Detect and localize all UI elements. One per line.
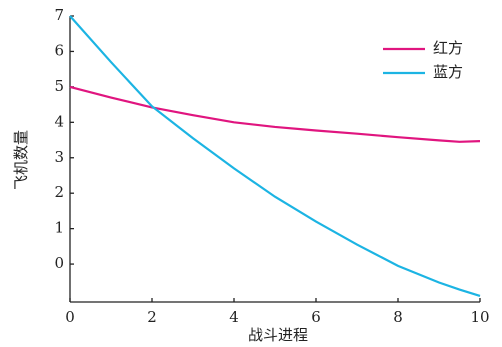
x-tick-label: 10 <box>470 308 489 326</box>
legend-label: 蓝方 <box>433 63 463 81</box>
x-tick-label: 2 <box>147 308 157 326</box>
y-tick-label: 5 <box>54 77 64 95</box>
line-series <box>69 85 481 143</box>
line-series <box>69 15 481 298</box>
legend-label: 红方 <box>433 39 463 57</box>
x-tick-label: 0 <box>65 308 75 326</box>
y-tick-label: 1 <box>54 219 64 237</box>
x-tick-label: 4 <box>229 308 239 326</box>
y-tick-label: 2 <box>54 183 64 201</box>
y-axis-label: 飞机数量 <box>12 130 30 190</box>
y-tick-label: 3 <box>54 148 64 166</box>
x-tick-label: 6 <box>311 308 321 326</box>
x-tick-label: 8 <box>393 308 403 326</box>
y-tick-label: 4 <box>54 112 64 130</box>
x-axis-label: 战斗进程 <box>248 326 308 344</box>
y-tick-label: 7 <box>54 6 64 24</box>
y-tick-label: 6 <box>54 41 64 59</box>
y-tick-label: 0 <box>54 254 64 272</box>
